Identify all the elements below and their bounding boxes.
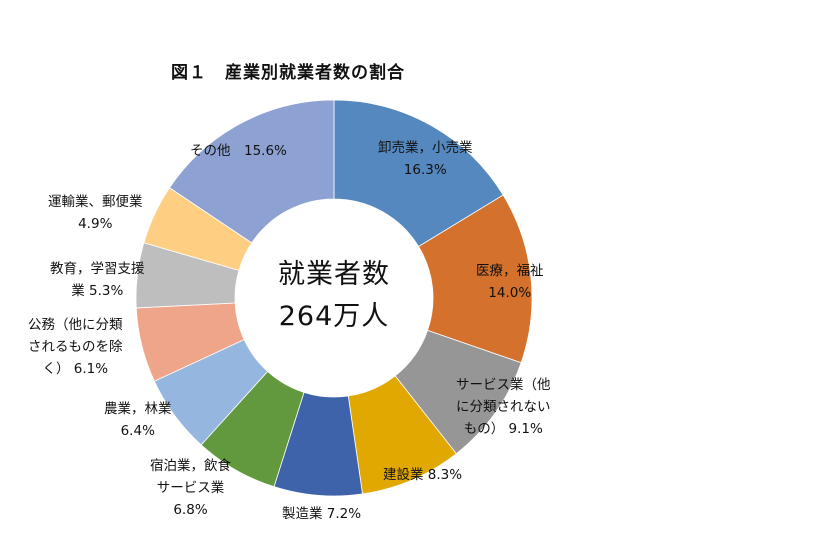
data-label: 教育，学習支援 業 5.3% bbox=[50, 261, 145, 299]
center-label-value: 264万人 bbox=[278, 301, 390, 332]
data-label: 公務（他に分類 されるものを除 く） 6.1% bbox=[28, 317, 123, 377]
data-label: 製造業 7.2% bbox=[282, 506, 362, 522]
data-label: 医療，福祉 14.0% bbox=[476, 263, 544, 301]
data-label: 建設業 8.3% bbox=[383, 467, 463, 483]
slice-0 bbox=[333, 99, 504, 248]
data-label: 宿泊業，飲食 サービス業 6.8% bbox=[150, 458, 231, 518]
chart-title: 図１ 産業別就業者数の割合 bbox=[171, 63, 405, 83]
data-label: その他 15.6% bbox=[190, 143, 287, 159]
data-label: サービス業（他 に分類されない もの） 9.1% bbox=[456, 377, 551, 437]
data-label: 卸売業，小売業 16.3% bbox=[378, 140, 473, 178]
donut-slices bbox=[135, 99, 533, 497]
data-label: 運輸業、郵便業 4.9% bbox=[48, 194, 143, 232]
center-label-title: 就業者数 bbox=[278, 259, 390, 290]
data-label: 農業，林業 6.4% bbox=[104, 401, 172, 439]
slice-10 bbox=[168, 99, 335, 244]
